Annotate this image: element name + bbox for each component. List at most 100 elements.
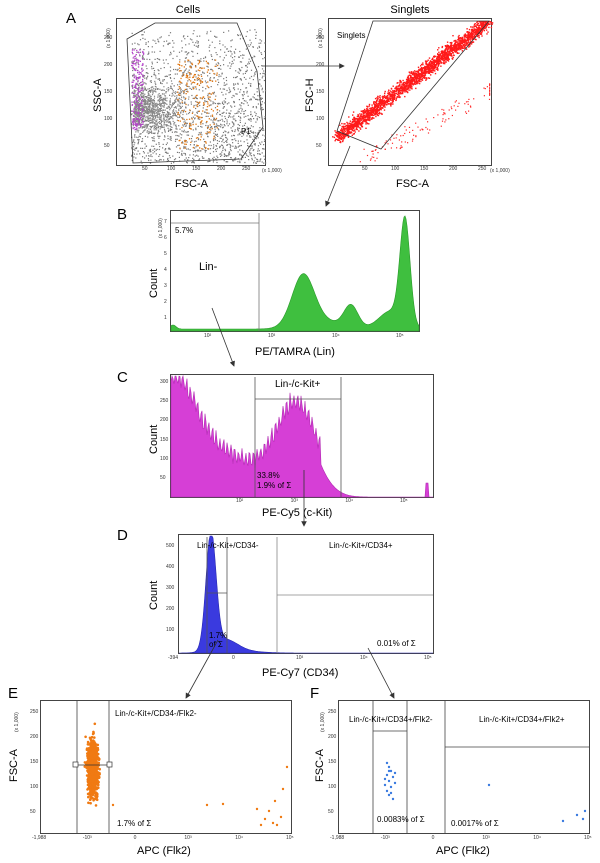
cells-event	[221, 115, 223, 117]
cells-event	[183, 96, 185, 98]
cells-event	[214, 98, 216, 101]
singlets-event	[398, 95, 400, 97]
cells-event	[146, 131, 148, 133]
cells-event	[234, 105, 236, 107]
cells-event	[261, 65, 263, 67]
singlets-event	[483, 21, 485, 23]
cells-event	[215, 134, 217, 136]
cells-event	[242, 73, 244, 75]
cells-event	[164, 99, 167, 101]
cells-event	[196, 104, 199, 106]
cells-event	[151, 104, 153, 106]
cells-event	[234, 130, 236, 133]
cells-event	[173, 112, 175, 115]
singlets-event	[368, 116, 370, 118]
cells-event	[147, 119, 149, 121]
cells-event	[239, 34, 241, 36]
cells-event	[243, 54, 245, 56]
cells-event	[186, 88, 188, 90]
cells-event	[131, 49, 134, 51]
cells-event	[139, 99, 141, 101]
singlets-event	[348, 122, 351, 124]
cells-event	[221, 73, 223, 75]
cells-event	[224, 134, 226, 136]
cells-event	[261, 97, 263, 99]
cells-event	[174, 113, 176, 115]
cells-event	[172, 115, 174, 117]
cells-event	[259, 127, 261, 129]
cells-event	[191, 82, 193, 84]
cells-event	[197, 149, 199, 151]
cells-event	[132, 48, 134, 50]
cells-event	[166, 97, 168, 99]
singlets-event	[343, 123, 345, 125]
cells-event	[167, 148, 170, 150]
singlets-event	[383, 109, 386, 111]
cells-event	[167, 159, 170, 162]
cells-event	[148, 149, 151, 151]
cells-event	[135, 128, 137, 130]
cells-event	[152, 120, 154, 122]
cells-event	[171, 112, 174, 114]
singlets-event	[399, 86, 402, 88]
cells-event	[149, 122, 151, 124]
singlets-event	[457, 36, 460, 38]
cells-event	[197, 155, 199, 157]
cells-event	[197, 77, 199, 79]
cells-event	[190, 83, 192, 85]
cells-event	[215, 144, 217, 147]
cells-event	[135, 68, 137, 70]
cells-event	[157, 130, 160, 132]
cells-event	[201, 98, 204, 100]
cells-event	[156, 103, 158, 105]
cells-event	[216, 105, 219, 107]
cells-event	[142, 58, 144, 60]
singlets-event	[426, 64, 428, 66]
cells-event	[136, 83, 138, 85]
cells-event	[194, 79, 196, 81]
cells-event	[137, 136, 139, 139]
cells-event	[172, 118, 174, 120]
cells-event	[144, 147, 146, 149]
cells-event	[220, 123, 222, 125]
cells-event	[135, 82, 137, 84]
cells-event	[205, 115, 207, 117]
cells-event	[185, 106, 187, 108]
singlets-event	[344, 123, 346, 125]
cells-event	[138, 109, 140, 111]
singlets-event	[443, 51, 445, 54]
cells-event	[175, 125, 177, 127]
cells-event	[149, 118, 151, 120]
singlets-event	[460, 37, 463, 39]
singlets-event	[347, 130, 350, 132]
singlets-event	[433, 66, 435, 68]
cells-event	[223, 57, 225, 59]
cells-event	[142, 55, 144, 57]
singlets-event	[417, 70, 419, 72]
singlets-event	[418, 82, 421, 85]
cells-event	[133, 60, 135, 62]
singlets-event	[399, 87, 402, 90]
cells-event	[139, 97, 141, 99]
cells-event	[192, 51, 194, 53]
cells-event	[162, 143, 164, 145]
cells-event	[261, 109, 264, 111]
cells-event	[178, 100, 180, 102]
cells-event	[144, 157, 146, 159]
cells-event	[208, 158, 210, 160]
cells-event	[244, 72, 246, 74]
cells-event	[203, 67, 205, 69]
singlets-event	[410, 82, 412, 84]
singlets-event	[407, 91, 409, 94]
cells-event	[178, 109, 180, 112]
cells-event	[157, 96, 159, 98]
cells-event	[201, 120, 203, 122]
cells-event	[207, 75, 209, 77]
singlets-event	[397, 92, 399, 94]
singlets-event	[359, 118, 361, 120]
cells-event	[247, 118, 250, 120]
cells-event	[197, 150, 199, 152]
singlets-event	[414, 83, 416, 85]
cells-event	[196, 112, 198, 114]
singlets-event	[392, 95, 394, 97]
